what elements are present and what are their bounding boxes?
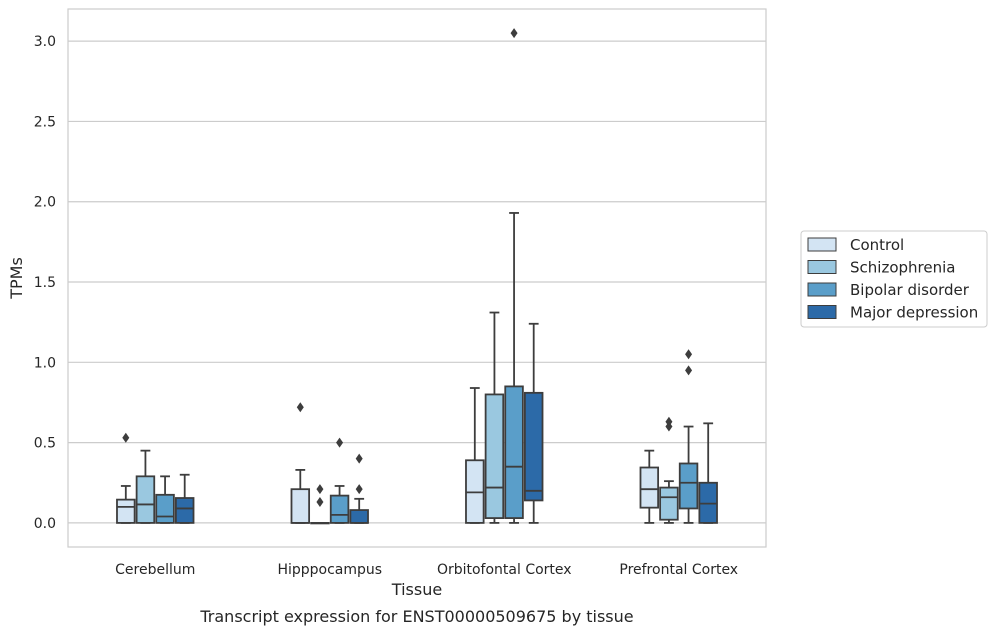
x-axis-label: Tissue [391, 580, 442, 599]
box-body [523, 391, 544, 502]
outlier-point [316, 497, 324, 508]
box [504, 28, 524, 524]
box [639, 449, 660, 524]
x-tick-labels: Cerebellum Hipppocampus Orbitofontal Corte… [115, 562, 738, 578]
legend-frame [800, 230, 988, 328]
outlier-point [122, 432, 130, 443]
box [678, 349, 699, 524]
outlier-point [316, 484, 324, 495]
box [349, 453, 369, 524]
grid-lines [68, 40, 766, 524]
outlier-point [685, 365, 693, 376]
y-tick-label: 0.5 [34, 436, 56, 452]
box-body [116, 498, 136, 524]
outlier-point [510, 28, 518, 39]
box [290, 402, 311, 524]
plot-frame [67, 8, 767, 548]
box [116, 432, 136, 524]
box [155, 475, 175, 524]
box [484, 311, 505, 524]
y-tick-label: 1.5 [34, 275, 56, 291]
legend-label: Bipolar disorder [850, 281, 970, 299]
y-tick-label: 2.5 [34, 114, 56, 130]
x-tick-label: Hipppocampus [277, 562, 382, 578]
box [465, 387, 485, 524]
legend-swatch [807, 237, 837, 252]
chart-caption: Transcript expression for ENST0000050967… [199, 607, 633, 626]
y-tick-label: 3.0 [34, 34, 56, 50]
box [310, 484, 330, 525]
y-tick-label: 2.0 [34, 195, 56, 211]
box-body [290, 488, 311, 524]
outlier-point [685, 349, 693, 360]
box-body [484, 393, 505, 519]
x-tick-label: Cerebellum [115, 562, 195, 578]
legend-label: Control [850, 236, 904, 254]
legend-swatch [807, 282, 837, 297]
box-body [678, 462, 699, 510]
box-body [135, 475, 156, 524]
box [698, 422, 718, 524]
outlier-point [336, 437, 344, 448]
box-groups [116, 28, 718, 525]
box [659, 416, 679, 524]
box [329, 437, 350, 524]
outlier-point [665, 416, 673, 427]
y-tick-label: 1.0 [34, 355, 56, 371]
outlier-point [296, 402, 304, 413]
legend-label: Major depression [850, 304, 978, 322]
y-axis-label: TPMs [7, 257, 26, 300]
outlier-point [355, 484, 363, 495]
x-tick-label: Prefrontal Cortex [619, 562, 738, 578]
box [174, 473, 195, 524]
box [523, 322, 544, 524]
box-body [504, 385, 524, 519]
box-body [155, 493, 175, 524]
legend-label: Schizophrenia [850, 259, 955, 277]
y-tick-label: 0.0 [34, 516, 56, 532]
box-body [639, 466, 660, 509]
outlier-point [355, 453, 363, 464]
legend-swatch [807, 260, 837, 274]
legend: Control Schizophrenia Bipolar disorder Majo… [800, 230, 988, 328]
box-body [659, 486, 679, 521]
legend-swatch [807, 305, 837, 319]
box [135, 449, 156, 524]
box-body [174, 497, 195, 524]
box-body [329, 494, 350, 524]
y-tick-labels: 0.0 0.5 1.0 1.5 2.0 2.5 3.0 [34, 34, 56, 532]
box-body [349, 509, 369, 524]
x-tick-label: Orbitofontal Cortex [437, 562, 572, 578]
